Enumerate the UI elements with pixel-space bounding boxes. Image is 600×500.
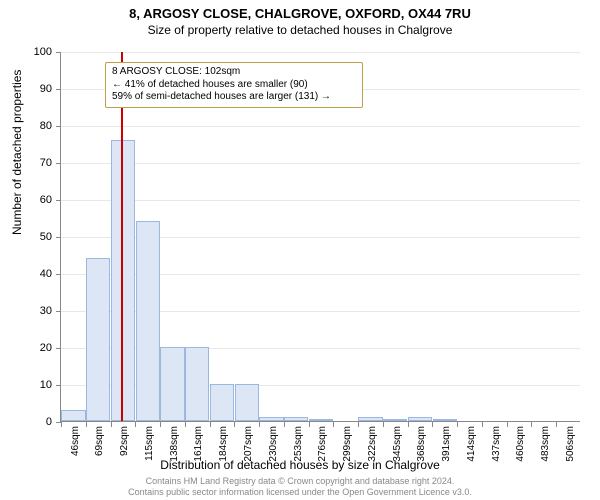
xtick-label: 115sqm [144,426,155,461]
xtick-mark [86,422,87,427]
histogram-bar [61,410,85,421]
ytick-mark [56,126,61,127]
histogram-bar [185,347,209,421]
xtick-mark [284,422,285,427]
histogram-bar [383,419,407,421]
xtick-mark [432,422,433,427]
histogram-bar [259,417,283,421]
xtick-label: 138sqm [169,426,180,462]
ytick-mark [56,89,61,90]
ytick-label: 80 [22,120,52,132]
xtick-label: 368sqm [416,426,427,462]
annotation-line2: ← 41% of detached houses are smaller (90… [112,79,356,92]
xtick-label: 414sqm [466,426,477,462]
xtick-label: 92sqm [119,426,130,456]
xtick-mark [556,422,557,427]
xtick-mark [333,422,334,427]
histogram-bar [309,419,333,421]
xtick-mark [482,422,483,427]
histogram-bar [408,417,432,421]
ytick-label: 50 [22,231,52,243]
annotation-line3: 59% of semi-detached houses are larger (… [112,91,356,104]
gridline [61,52,580,53]
xtick-mark [160,422,161,427]
ytick-mark [56,163,61,164]
xtick-mark [135,422,136,427]
footer-line2: Contains public sector information licen… [0,487,600,498]
xtick-label: 391sqm [441,426,452,462]
ytick-mark [56,385,61,386]
ytick-label: 20 [22,342,52,354]
histogram-bar [358,417,382,421]
ytick-mark [56,52,61,53]
plot-region: 46sqm69sqm92sqm115sqm138sqm161sqm184sqm2… [60,52,580,422]
annotation-box: 8 ARGOSY CLOSE: 102sqm ← 41% of detached… [105,62,363,108]
histogram-bar [136,221,160,421]
ytick-label: 40 [22,268,52,280]
ytick-label: 30 [22,305,52,317]
xtick-mark [234,422,235,427]
xtick-label: 184sqm [218,426,229,462]
ytick-mark [56,237,61,238]
histogram-bar [210,384,234,421]
xtick-mark [358,422,359,427]
gridline [61,163,580,164]
xtick-label: 230sqm [268,426,279,462]
footer-line1: Contains HM Land Registry data © Crown c… [0,476,600,487]
histogram-bar [160,347,184,421]
gridline [61,126,580,127]
ytick-mark [56,200,61,201]
page-subtitle: Size of property relative to detached ho… [0,23,600,37]
xtick-label: 483sqm [540,426,551,462]
xtick-mark [457,422,458,427]
xtick-label: 437sqm [491,426,502,462]
xtick-mark [185,422,186,427]
histogram-bar [235,384,259,421]
ytick-label: 60 [22,194,52,206]
ytick-label: 10 [22,379,52,391]
xtick-label: 322sqm [367,426,378,462]
xtick-label: 276sqm [317,426,328,462]
xtick-mark [111,422,112,427]
histogram-bar [284,417,308,421]
ytick-label: 0 [22,416,52,428]
ytick-label: 100 [22,46,52,58]
xtick-label: 46sqm [70,426,81,456]
xtick-label: 69sqm [94,426,105,456]
xtick-label: 506sqm [565,426,576,462]
histogram-bar [433,419,457,421]
xtick-mark [408,422,409,427]
xtick-label: 161sqm [193,426,204,462]
xtick-label: 299sqm [342,426,353,462]
xtick-label: 207sqm [243,426,254,462]
xtick-mark [383,422,384,427]
chart-area: 46sqm69sqm92sqm115sqm138sqm161sqm184sqm2… [60,52,580,422]
annotation-line1: 8 ARGOSY CLOSE: 102sqm [112,66,356,79]
gridline [61,200,580,201]
ytick-label: 90 [22,83,52,95]
histogram-bar [86,258,110,421]
xtick-label: 253sqm [293,426,304,462]
xtick-mark [61,422,62,427]
footer: Contains HM Land Registry data © Crown c… [0,476,600,498]
ytick-label: 70 [22,157,52,169]
ytick-mark [56,274,61,275]
xtick-label: 345sqm [392,426,403,462]
x-axis-label: Distribution of detached houses by size … [0,458,600,472]
xtick-mark [259,422,260,427]
xtick-mark [507,422,508,427]
ytick-mark [56,348,61,349]
ytick-mark [56,311,61,312]
xtick-mark [531,422,532,427]
xtick-label: 460sqm [515,426,526,462]
xtick-mark [309,422,310,427]
page-title: 8, ARGOSY CLOSE, CHALGROVE, OXFORD, OX44… [0,6,600,21]
xtick-mark [210,422,211,427]
